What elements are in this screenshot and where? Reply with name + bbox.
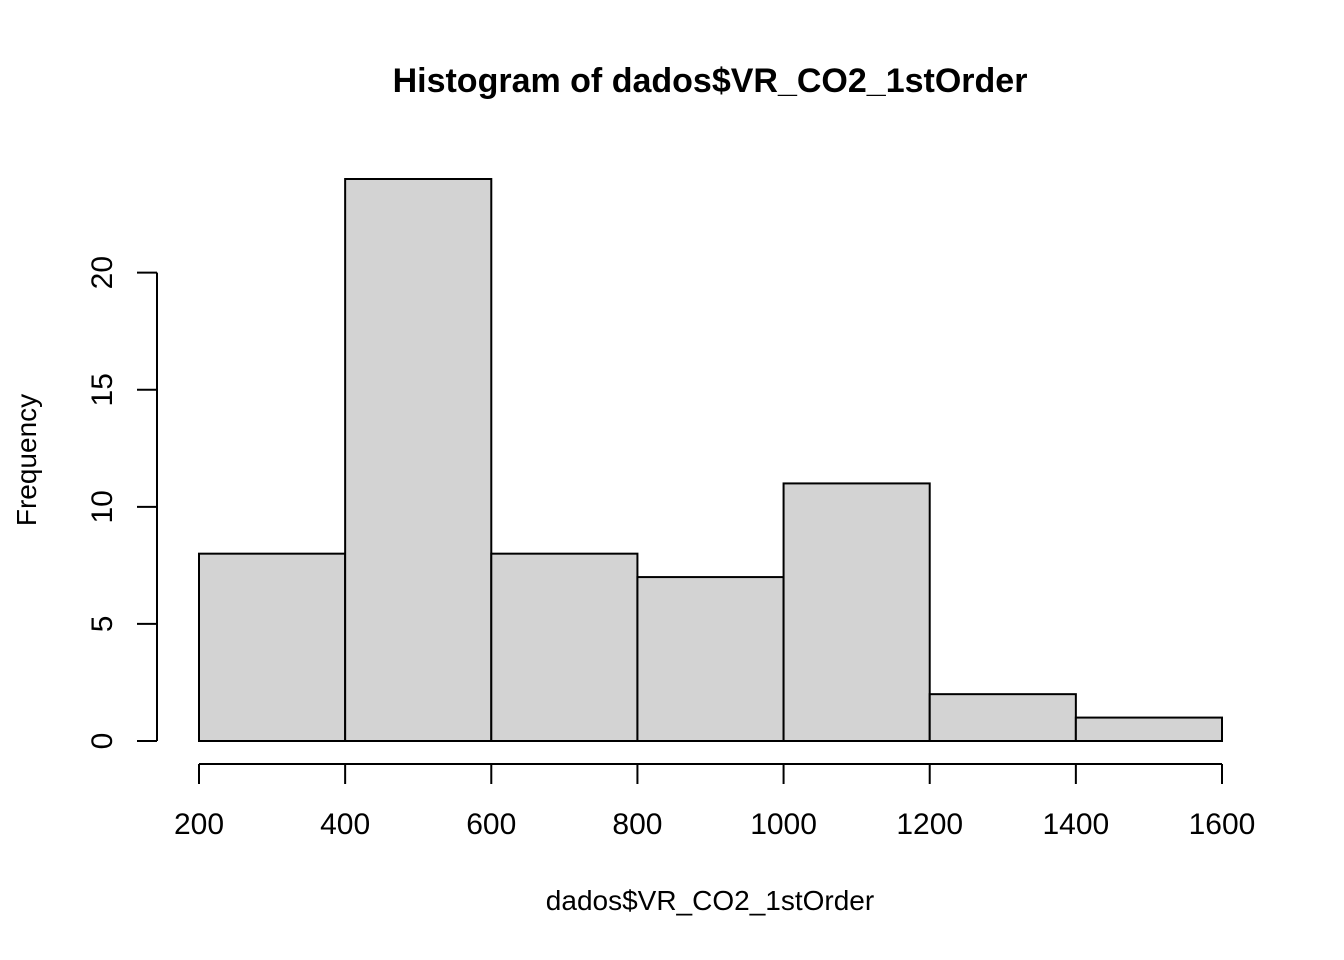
x-tick-label-3: 800 <box>612 808 662 841</box>
histogram-bar-6 <box>1074 716 1224 742</box>
histogram-bar-1 <box>344 178 493 742</box>
x-axis-label: dados$VR_CO2_1stOrder <box>546 885 874 916</box>
x-tick-label-0: 200 <box>174 808 224 841</box>
histogram-bars <box>198 178 1224 743</box>
y-tick-label-2: 10 <box>86 490 119 523</box>
y-tick-label-1: 5 <box>86 616 119 633</box>
x-tick-label-6: 1400 <box>1042 808 1109 841</box>
x-tick-label-2: 600 <box>466 808 516 841</box>
y-tick-label-0: 0 <box>86 733 119 750</box>
y-axis: 0 5 10 15 20 <box>86 256 158 750</box>
x-tick-label-4: 1000 <box>750 808 817 841</box>
x-tick-label-5: 1200 <box>896 808 963 841</box>
y-tick-label-4: 20 <box>86 256 119 289</box>
x-tick-label-1: 400 <box>320 808 370 841</box>
histogram-bar-4 <box>782 482 931 742</box>
y-tick-label-3: 15 <box>86 373 119 406</box>
histogram-bar-3 <box>636 576 785 742</box>
x-tick-label-7: 1600 <box>1189 808 1256 841</box>
y-axis-label: Frequency <box>11 394 42 526</box>
x-axis: 200 400 600 800 1000 1200 1400 1600 <box>174 763 1256 841</box>
histogram-bar-2 <box>490 552 639 743</box>
histogram-bar-0 <box>198 552 347 743</box>
histogram-bar-5 <box>928 693 1077 743</box>
chart-title: Histogram of dados$VR_CO2_1stOrder <box>393 62 1028 100</box>
